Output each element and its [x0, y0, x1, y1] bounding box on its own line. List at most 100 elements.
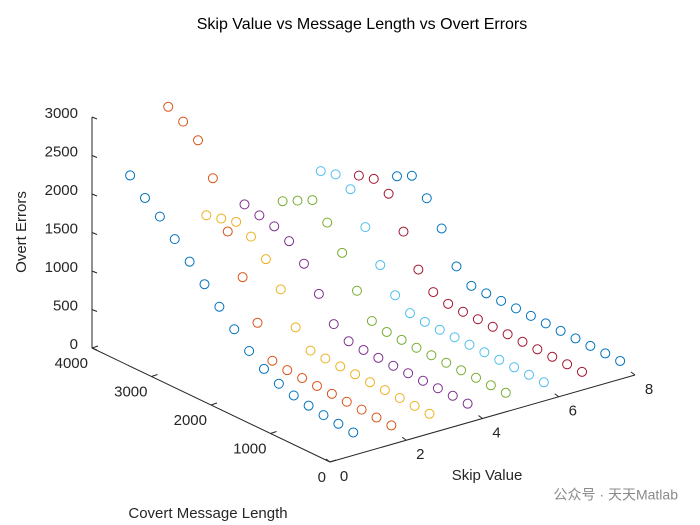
point — [307, 195, 318, 206]
point — [275, 284, 286, 295]
point — [406, 170, 417, 181]
point — [337, 247, 348, 258]
point — [456, 365, 467, 376]
y-tick — [329, 459, 337, 463]
point — [428, 287, 439, 298]
z-tick-label: 2000 — [45, 182, 78, 199]
point — [299, 258, 309, 269]
point — [392, 171, 402, 182]
point — [356, 404, 367, 415]
y-axis-label: Covert Message Length — [128, 505, 287, 522]
point — [199, 279, 210, 290]
point — [231, 216, 242, 227]
point — [434, 324, 445, 335]
z-tick-label: 1000 — [45, 259, 78, 276]
x-tick — [554, 393, 560, 398]
point — [284, 236, 295, 247]
y-tick — [270, 431, 277, 434]
point — [481, 288, 492, 299]
y-tick-label: 0 — [318, 469, 326, 486]
point — [547, 351, 558, 362]
z-tick-label: 2500 — [45, 143, 78, 160]
point — [426, 350, 437, 361]
x-tick — [401, 436, 407, 441]
point — [451, 261, 462, 272]
point — [312, 380, 322, 391]
z-tick — [91, 347, 98, 351]
point — [322, 217, 333, 228]
point — [288, 390, 299, 401]
point — [418, 375, 428, 386]
point — [365, 377, 375, 388]
point — [273, 378, 284, 389]
point — [462, 398, 473, 409]
point — [381, 326, 392, 337]
point — [394, 392, 405, 403]
point — [600, 348, 611, 359]
point — [125, 170, 136, 181]
point — [386, 420, 397, 431]
point — [443, 298, 454, 309]
y-tick — [210, 402, 218, 406]
point — [313, 288, 324, 299]
y-tick — [91, 345, 99, 349]
point — [326, 388, 337, 399]
x-tick-label: 4 — [492, 424, 500, 441]
point — [532, 344, 543, 355]
point — [379, 385, 390, 396]
point — [466, 280, 477, 291]
point — [540, 318, 551, 329]
point — [577, 366, 587, 377]
point — [502, 329, 513, 340]
point — [366, 315, 377, 326]
y-tick-label: 3000 — [114, 383, 147, 400]
point — [320, 353, 331, 364]
z-tick-label: 1500 — [45, 220, 78, 237]
point — [193, 135, 203, 146]
y-tick-label: 4000 — [55, 355, 88, 372]
z-axis-label: Overt Errors — [13, 191, 30, 273]
point — [292, 195, 303, 206]
point — [421, 193, 432, 204]
point — [303, 400, 314, 411]
point — [494, 354, 505, 365]
z-tick-label: 3000 — [45, 105, 78, 122]
y-tick — [151, 374, 158, 377]
point — [163, 101, 174, 112]
point — [424, 408, 435, 419]
point — [458, 306, 468, 317]
point — [570, 333, 581, 344]
point — [184, 256, 195, 267]
z-tick — [91, 270, 98, 274]
point — [472, 314, 483, 325]
z-tick — [91, 309, 98, 312]
z-tick — [91, 116, 98, 120]
point — [411, 342, 422, 353]
point — [432, 383, 443, 394]
point — [178, 116, 189, 127]
point — [350, 369, 361, 380]
point — [419, 316, 430, 327]
point — [345, 184, 356, 195]
point — [254, 210, 265, 221]
point — [352, 285, 362, 296]
point — [237, 272, 248, 283]
point — [140, 192, 150, 203]
x-axis-label: Skip Value — [452, 467, 523, 484]
point — [390, 290, 401, 301]
x-tick — [630, 371, 636, 376]
chart-title: Skip Value vs Message Length vs Overt Er… — [197, 16, 528, 33]
point — [615, 355, 626, 366]
point — [471, 372, 481, 383]
point — [464, 339, 475, 350]
point — [487, 321, 498, 332]
point — [441, 357, 452, 368]
point — [214, 301, 225, 312]
point — [216, 213, 227, 224]
z-tick-label: 0 — [70, 336, 78, 353]
point — [358, 344, 369, 355]
point — [403, 368, 414, 379]
point — [222, 226, 233, 237]
point — [246, 231, 256, 242]
x-tick — [478, 415, 483, 419]
